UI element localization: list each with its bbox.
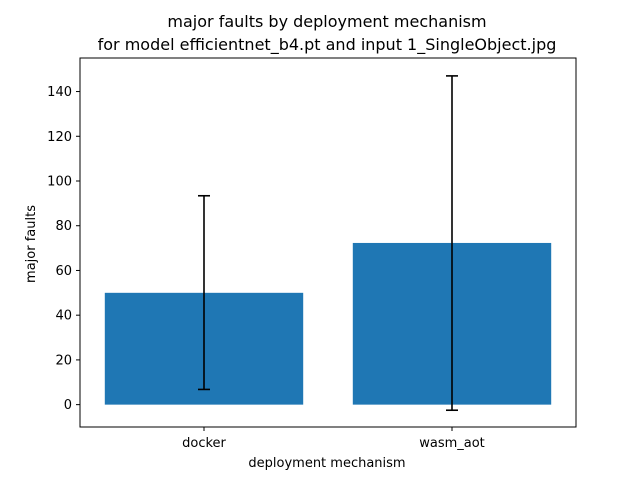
- plot-frame: [79, 57, 577, 428]
- chart-subtitle: for model efficientnet_b4.pt and input 1…: [98, 35, 557, 55]
- y-tick-label-20: 20: [55, 353, 72, 368]
- y-tick-label-60: 60: [55, 264, 72, 279]
- chart-title: major faults by deployment mechanism: [167, 12, 486, 31]
- y-tick-label-140: 140: [47, 85, 72, 100]
- y-tick-label-100: 100: [47, 175, 72, 190]
- x-tick-label-docker: docker: [182, 436, 226, 451]
- y-axis-label: major faults: [24, 205, 39, 283]
- y-tick-label-80: 80: [55, 219, 72, 234]
- y-tick-label-120: 120: [47, 130, 72, 145]
- x-tick-label-wasm_aot: wasm_aot: [419, 436, 485, 451]
- y-tick-label-0: 0: [64, 398, 72, 413]
- x-axis-label: deployment mechanism: [248, 456, 405, 471]
- y-tick-label-40: 40: [55, 309, 72, 324]
